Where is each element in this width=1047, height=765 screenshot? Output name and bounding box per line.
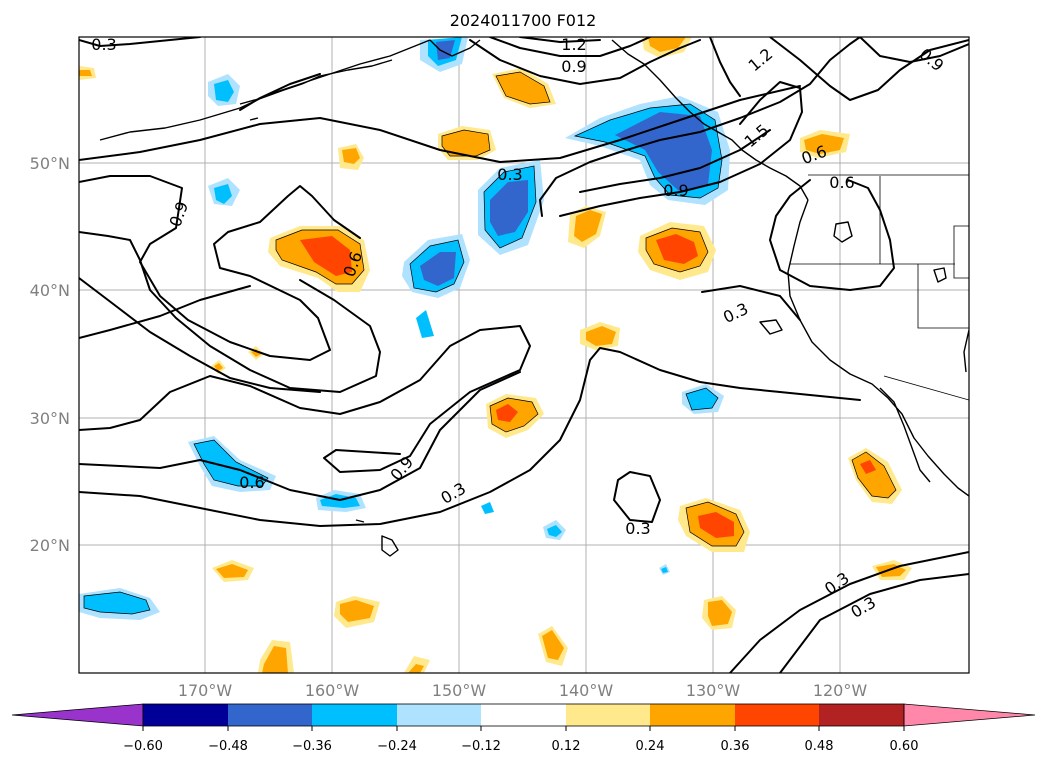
lon-label: 140°W — [559, 681, 614, 700]
contour-label: 0.6 — [829, 173, 854, 192]
longitude-labels: 170°W 160°W 150°W 140°W 130°W 120°W — [178, 681, 868, 700]
colorbar-segment — [228, 704, 312, 726]
lon-label: 130°W — [686, 681, 741, 700]
contours — [79, 37, 969, 673]
colorbar-tick-label: −0.48 — [208, 739, 248, 754]
map-frame — [78, 36, 970, 674]
colorbar-tick-label: 0.48 — [805, 739, 834, 754]
colorbar-segment — [650, 704, 735, 726]
negative-anomaly-gulf-alaska — [565, 96, 730, 205]
colorbar-tick-label: 0.24 — [636, 739, 665, 754]
colorbar-segment — [397, 704, 481, 726]
contour-label: 0.9 — [663, 181, 688, 200]
positive-anomaly-mid — [486, 394, 544, 438]
positive-anomaly-hawaii-ne — [678, 498, 750, 552]
map-panel: 0.3 1.2 0.9 1.2 0.9 1.5 0.6 0.6 0.9 0.3 … — [78, 35, 970, 674]
coastlines — [99, 39, 969, 557]
colorbar-extend-min — [11, 703, 144, 727]
lat-label: 40°N — [30, 281, 70, 300]
colorbar: −0.60 −0.48 −0.36 −0.24 −0.12 0.12 0.24 … — [11, 703, 1036, 754]
latitude-labels: 50°N 40°N 30°N 20°N — [30, 154, 70, 555]
lat-label: 30°N — [30, 409, 70, 428]
borders — [790, 174, 969, 401]
colorbar-segment — [819, 704, 904, 726]
positive-anomaly-east — [638, 222, 716, 280]
contour-label: 0.3 — [625, 519, 650, 538]
colorbar-tick-label: 0.60 — [890, 739, 919, 754]
colorbar-extend-max — [903, 703, 1036, 727]
colorbar-segment — [312, 704, 397, 726]
anomaly-shading — [79, 37, 912, 673]
colorbar-segment — [481, 704, 566, 726]
contour-label: 1.2 — [561, 35, 586, 54]
colorbar-tick-label: −0.60 — [123, 739, 163, 754]
colorbar-tick-label: 0.36 — [721, 739, 750, 754]
colorbar-tick-label: 0.12 — [552, 739, 581, 754]
map-title: 2024011700 F012 — [450, 11, 597, 30]
negative-anomaly-central — [402, 160, 544, 298]
lat-label: 50°N — [30, 154, 70, 173]
lon-label: 160°W — [305, 681, 360, 700]
contour-label: 0.6 — [239, 473, 264, 492]
colorbar-tick-label: −0.36 — [292, 739, 332, 754]
lat-label: 20°N — [30, 536, 70, 555]
lon-label: 120°W — [813, 681, 868, 700]
colorbar-tick-label: −0.24 — [377, 739, 417, 754]
lon-label: 170°W — [178, 681, 233, 700]
contour-label: 0.9 — [561, 57, 586, 76]
positive-anomaly-baja — [848, 448, 902, 504]
colorbar-segment — [143, 704, 228, 726]
colorbar-segment — [735, 704, 819, 726]
lon-label: 150°W — [432, 681, 487, 700]
colorbar-segment — [566, 704, 650, 726]
contour-label: 0.3 — [497, 165, 522, 184]
positive-anomaly-central-west — [268, 226, 370, 292]
colorbar-tick-label: −0.12 — [461, 739, 501, 754]
contour-label: 0.3 — [91, 35, 116, 54]
anomaly-outlines — [83, 71, 897, 615]
